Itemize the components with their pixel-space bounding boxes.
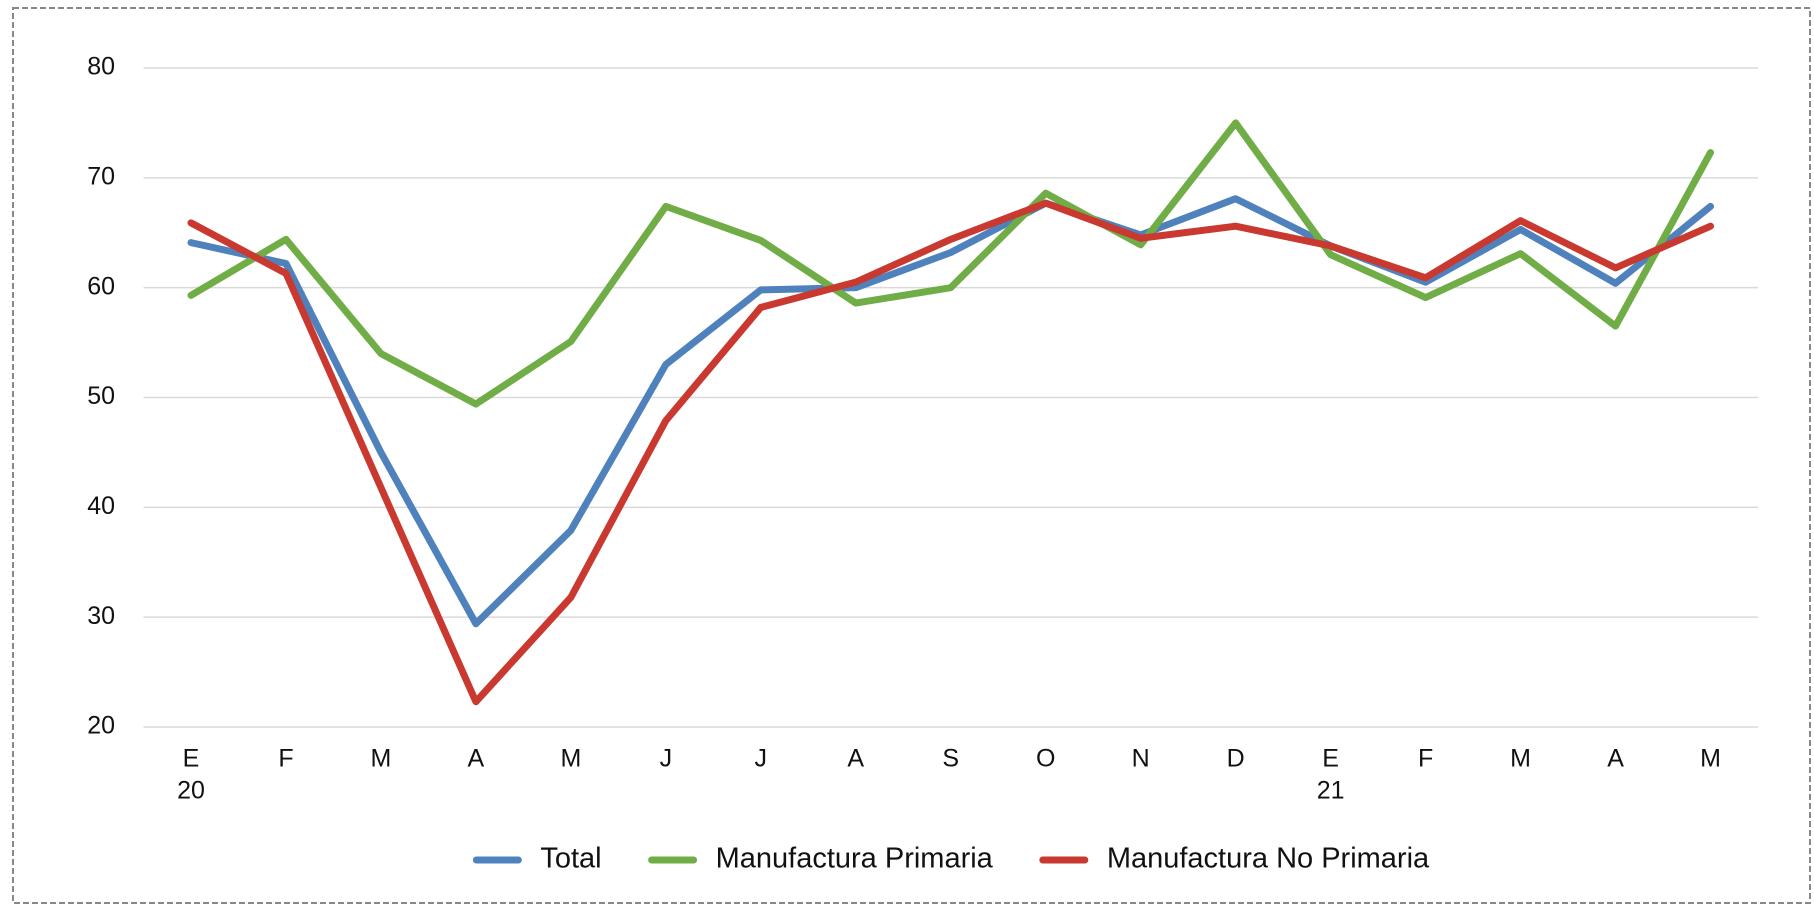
legend-label: Manufactura Primaria <box>716 843 994 875</box>
x-tick-label: E <box>183 745 200 773</box>
y-tick-label: 70 <box>87 162 115 190</box>
x-tick-label: J <box>755 745 768 773</box>
x-tick-label: N <box>1132 745 1150 773</box>
x-tick-label: M <box>1510 745 1531 773</box>
y-tick-label: 30 <box>87 602 115 630</box>
line-series <box>187 195 1715 628</box>
line-series <box>187 199 1715 706</box>
x-tick-label: F <box>1418 745 1433 773</box>
x-year-label: 21 <box>1317 777 1345 805</box>
x-tick-label: E <box>1322 745 1339 773</box>
x-year-label: 20 <box>177 777 205 805</box>
x-tick-label: A <box>847 745 864 773</box>
y-tick-label: 20 <box>87 712 115 740</box>
x-tick-label: M <box>1700 745 1721 773</box>
x-tick-label: A <box>1607 745 1624 773</box>
x-tick-label: A <box>468 745 485 773</box>
chart-border <box>12 7 1811 904</box>
y-tick-label: 40 <box>87 492 115 520</box>
x-tick-label: M <box>560 745 581 773</box>
x-tick-label: D <box>1227 745 1245 773</box>
legend-label: Manufactura No Primaria <box>1107 843 1430 875</box>
x-tick-label: J <box>660 745 673 773</box>
x-tick-label: O <box>1036 745 1055 773</box>
x-tick-label: S <box>942 745 959 773</box>
x-tick-label: M <box>371 745 392 773</box>
x-tick-label: F <box>278 745 293 773</box>
legend-label: Total <box>540 843 601 875</box>
y-tick-label: 80 <box>87 53 115 81</box>
line-series <box>187 119 1715 408</box>
y-tick-label: 50 <box>87 382 115 410</box>
y-tick-label: 60 <box>87 272 115 300</box>
